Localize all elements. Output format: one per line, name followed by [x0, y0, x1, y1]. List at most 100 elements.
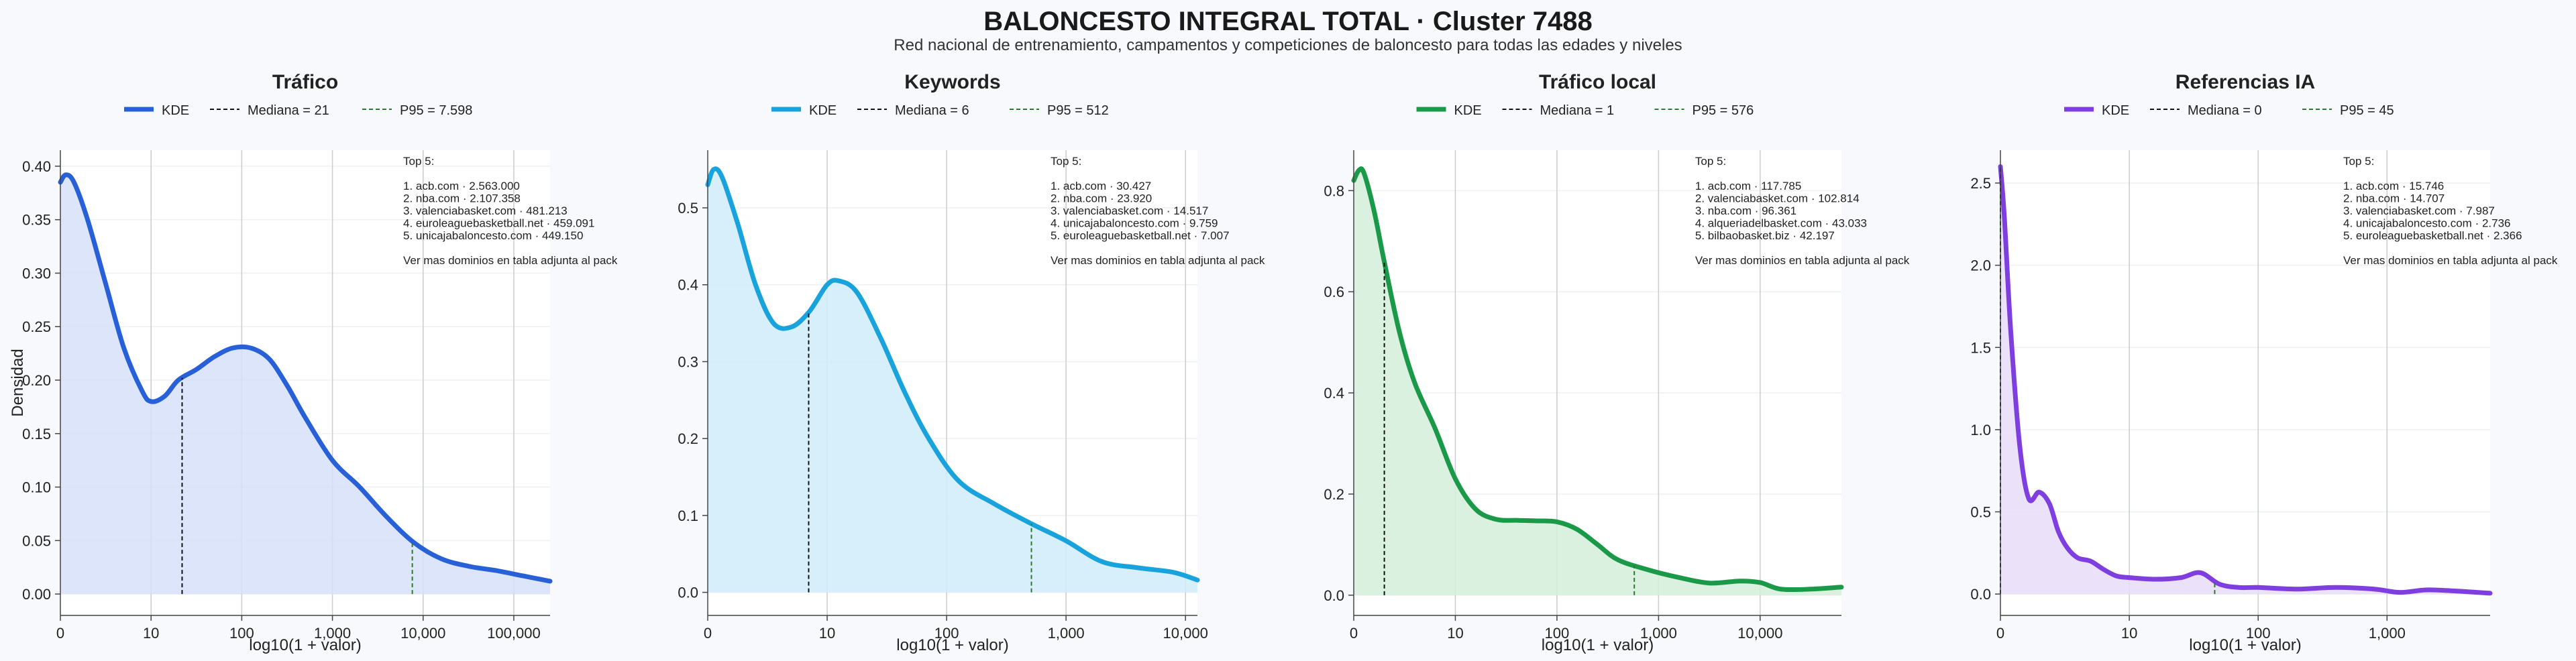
kde-line — [58, 172, 553, 584]
top5-line: Ver mas dominios en tabla adjunta al pac… — [403, 254, 618, 267]
y-tick-label: 0.00 — [22, 586, 51, 603]
top5-line: 2. nba.com · 23.920 — [1051, 192, 1152, 205]
kde-area — [60, 174, 550, 595]
legend-p95-label: P95 = 576 — [1693, 103, 1754, 118]
y-tick-label: 0.4 — [678, 277, 698, 294]
x-axis-label: log10(1 + valor) — [896, 636, 1008, 654]
x-tick-label: 10 — [143, 625, 159, 642]
top5-line: 4. euroleaguebasketball.net · 459.091 — [403, 217, 594, 230]
kde-area — [1354, 168, 1841, 595]
y-tick-label: 0.05 — [22, 532, 51, 549]
y-tick-label: 0.40 — [22, 158, 51, 175]
legend-kde-label: KDE — [162, 103, 189, 118]
y-tick-label: 2.5 — [1970, 175, 1991, 192]
top5-line: Top 5: — [1051, 155, 1081, 168]
top5-line: Top 5: — [403, 155, 434, 168]
top5-line: 2. nba.com · 2.107.358 — [403, 192, 521, 205]
y-tick-label: 0.4 — [1324, 385, 1344, 402]
x-tick-label: 100 — [934, 625, 959, 642]
top5-line: Top 5: — [1695, 155, 1726, 168]
y-tick-label: 0.5 — [678, 200, 698, 217]
x-axis-label: log10(1 + valor) — [1542, 636, 1654, 654]
x-tick-label: 10 — [1447, 625, 1463, 642]
y-tick-label: 0.30 — [22, 265, 51, 282]
x-tick-label: 10,000 — [400, 625, 445, 642]
plot-area — [2000, 150, 2490, 615]
y-tick-label: 1.0 — [1970, 422, 1991, 438]
top5-line: 3. valenciabasket.com · 481.213 — [403, 204, 568, 217]
y-tick-label: 0.2 — [1324, 486, 1344, 503]
x-tick-label: 10 — [819, 625, 835, 642]
top5-line: Ver mas dominios en tabla adjunta al pac… — [1695, 254, 1910, 267]
x-tick-label: 100 — [2246, 625, 2271, 642]
kde-line — [705, 166, 1200, 583]
top5-line: 4. unicajabaloncesto.com · 2.736 — [2343, 217, 2511, 230]
y-axis-label: Densidad — [9, 349, 27, 416]
top5-line: 5. euroleaguebasketball.net · 2.366 — [2343, 229, 2522, 242]
legend-p95-label: P95 = 45 — [2340, 103, 2394, 118]
legend-median-label: Mediana = 0 — [2188, 103, 2262, 118]
legend-kde-label: KDE — [809, 103, 837, 118]
legend-p95-label: P95 = 512 — [1047, 103, 1109, 118]
y-tick-label: 0.1 — [678, 507, 698, 524]
x-axis-label: log10(1 + valor) — [2189, 636, 2301, 654]
kde-line — [1351, 166, 1844, 593]
x-tick-label: 0 — [1996, 625, 2004, 642]
y-tick-label: 0.35 — [22, 212, 51, 229]
top5-line: 4. alqueriadelbasket.com · 43.033 — [1695, 217, 1867, 230]
top5-line: 2. valenciabasket.com · 102.814 — [1695, 192, 1860, 205]
legend-kde-label: KDE — [1454, 103, 1482, 118]
y-tick-label: 0.0 — [1970, 586, 1991, 603]
kde-area — [708, 168, 1197, 593]
legend-kde-label: KDE — [2102, 103, 2129, 118]
x-tick-label: 1,000 — [1048, 625, 1085, 642]
top5-line: 5. euroleaguebasketball.net · 7.007 — [1051, 229, 1230, 242]
top5-line: Top 5: — [2343, 155, 2374, 168]
y-tick-label: 0.2 — [678, 430, 698, 447]
y-tick-label: 2.0 — [1970, 257, 1991, 274]
top5-line: 5. unicajabaloncesto.com · 449.150 — [403, 229, 583, 242]
y-tick-label: 0.0 — [678, 585, 698, 601]
x-axis-label: log10(1 + valor) — [249, 636, 361, 654]
top5-line: 4. unicajabaloncesto.com · 9.759 — [1051, 217, 1218, 230]
top5-line: 3. valenciabasket.com · 7.987 — [2343, 204, 2495, 217]
top5-line: 2. nba.com · 14.707 — [2343, 192, 2445, 205]
page-title: BALONCESTO INTEGRAL TOTAL · Cluster 7488 — [983, 7, 1593, 36]
top5-line: 1. acb.com · 15.746 — [2343, 180, 2444, 192]
chart-3: 0.0 0.5 1.0 1.5 2.0 2.5 0 10 100 1,000 log10(1 + v… — [1970, 71, 2558, 654]
x-tick-label: 1,000 — [314, 625, 351, 642]
x-tick-label: 0 — [1350, 625, 1358, 642]
y-tick-label: 0.25 — [22, 318, 51, 335]
x-tick-label: 0 — [704, 625, 712, 642]
y-tick-label: 0.0 — [1324, 587, 1344, 604]
chart-title: Tráfico local — [1539, 71, 1656, 93]
chart-1: 0.0 0.1 0.2 0.3 0.4 0.5 0 10 100 1,000 10,000 log10… — [678, 71, 1265, 654]
legend-p95-label: P95 = 7.598 — [400, 103, 472, 118]
chart-0: 0.00 0.05 0.10 0.15 0.20 0.25 0.30 0.35 0.40 0 10 1… — [9, 71, 618, 654]
top5-line: 3. valenciabasket.com · 14.517 — [1051, 204, 1208, 217]
y-tick-label: 1.5 — [1970, 339, 1991, 356]
kde-line — [1998, 164, 2493, 596]
legend-median-label: Mediana = 21 — [248, 103, 329, 118]
y-tick-label: 0.5 — [1970, 504, 1991, 521]
x-tick-label: 10,000 — [1163, 625, 1208, 642]
top5-line: 1. acb.com · 117.785 — [1695, 180, 1801, 192]
x-tick-label: 100 — [229, 625, 254, 642]
top5-line: 3. nba.com · 96.361 — [1695, 204, 1796, 217]
kde-area — [2000, 166, 2490, 595]
legend-median-label: Mediana = 1 — [1540, 103, 1615, 118]
x-tick-label: 100,000 — [487, 625, 541, 642]
legend-median-label: Mediana = 6 — [895, 103, 969, 118]
top5-line: 1. acb.com · 2.563.000 — [403, 180, 520, 192]
x-tick-label: 10,000 — [1737, 625, 1782, 642]
y-tick-label: 0.15 — [22, 426, 51, 442]
top5-line: 1. acb.com · 30.427 — [1051, 180, 1151, 192]
top5-line: 5. bilbaobasket.biz · 42.197 — [1695, 229, 1835, 242]
y-tick-label: 0.8 — [1324, 182, 1344, 199]
page-subtitle: Red nacional de entrenamiento, campament… — [894, 36, 1682, 54]
chart-title: Keywords — [904, 71, 1000, 93]
x-tick-label: 100 — [1545, 625, 1570, 642]
top5-line: Ver mas dominios en tabla adjunta al pac… — [2343, 254, 2558, 267]
x-tick-label: 10 — [2121, 625, 2137, 642]
